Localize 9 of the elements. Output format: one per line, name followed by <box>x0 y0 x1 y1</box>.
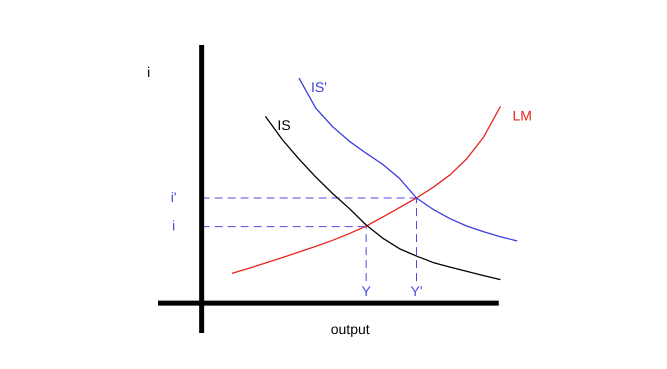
ref-line-label: i' <box>170 188 177 205</box>
series-label: IS' <box>311 78 327 95</box>
y-axis-title: i <box>147 64 150 80</box>
x-axis-title: output <box>330 320 370 337</box>
series-label: LM <box>512 107 532 124</box>
ref-line-label: i <box>172 217 176 234</box>
x-tick-label: Y <box>361 282 372 299</box>
series-label: IS <box>277 117 291 134</box>
x-tick-label: Y' <box>410 282 423 299</box>
